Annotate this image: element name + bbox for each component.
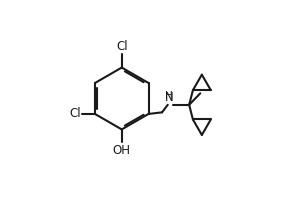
Text: Cl: Cl	[116, 40, 128, 53]
Text: OH: OH	[113, 144, 131, 157]
Text: H: H	[166, 91, 173, 101]
Text: Cl: Cl	[69, 108, 81, 121]
Text: N: N	[165, 91, 174, 104]
